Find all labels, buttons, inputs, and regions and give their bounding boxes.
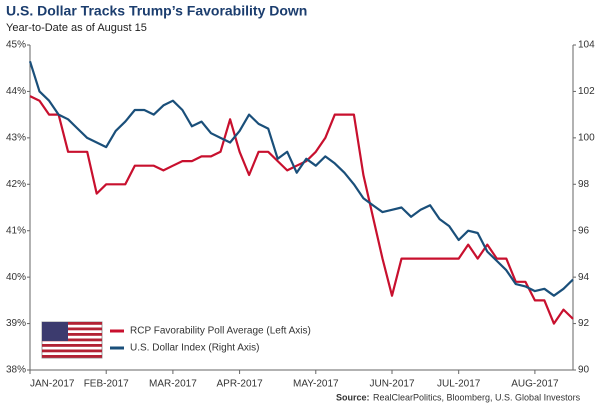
- x-tick-label: APR-2017: [217, 379, 264, 390]
- x-tick-label: JAN-2017: [30, 379, 75, 390]
- y-tick-label: 43%: [6, 132, 26, 143]
- x-tick-label: MAR-2017: [149, 379, 197, 390]
- x-tick-label: FEB-2017: [84, 379, 129, 390]
- y2-tick-label: 98: [578, 179, 590, 190]
- y-tick-label: 39%: [6, 318, 26, 329]
- y2-tick-label: 94: [578, 272, 590, 283]
- series-line: [28, 60, 574, 297]
- y2-tick-label: 102: [578, 86, 595, 97]
- legend-label: U.S. Dollar Index (Right Axis): [130, 343, 260, 354]
- chart-subtitle: Year-to-Date as of August 15: [6, 22, 147, 34]
- series-line: [29, 95, 574, 325]
- y2-tick-label: 92: [578, 318, 590, 329]
- y-tick-label: 41%: [6, 225, 26, 236]
- x-tick-label: JUN-2017: [369, 379, 414, 390]
- y2-tick-label: 104: [578, 40, 595, 51]
- x-tick-label: JUL-2017: [437, 379, 481, 390]
- y-tick-label: 38%: [6, 365, 26, 376]
- source: RealClearPolitics, Bloomberg, U.S. Globa…: [373, 392, 581, 402]
- chart-title: U.S. Dollar Tracks Trump’s Favorability …: [6, 3, 307, 19]
- y2-tick-label: 90: [578, 365, 590, 376]
- y-tick-label: 40%: [6, 272, 26, 283]
- x-tick-label: MAY-2017: [293, 379, 339, 390]
- y-tick-label: 45%: [6, 40, 26, 51]
- y-tick-label: 44%: [6, 86, 26, 97]
- source-label: Source:: [336, 392, 370, 402]
- x-tick-label: AUG-2017: [511, 379, 559, 390]
- y2-tick-label: 100: [578, 132, 595, 143]
- y2-tick-label: 96: [578, 225, 590, 236]
- flag: [41, 321, 103, 359]
- y-tick-label: 42%: [6, 179, 26, 190]
- legend-label: RCP Favorability Poll Average (Left Axis…: [130, 326, 311, 337]
